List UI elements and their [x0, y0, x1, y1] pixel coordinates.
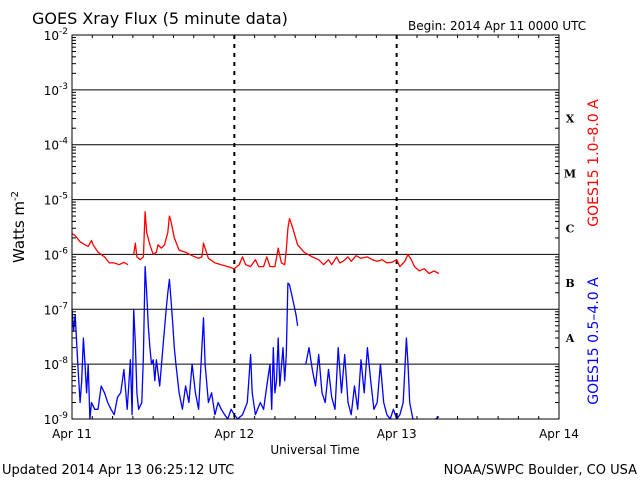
- footer-credit: NOAA/SWPC Boulder, CO USA: [444, 463, 637, 478]
- series-line-1: [305, 337, 415, 420]
- y-tick-label: 10-9: [44, 411, 69, 427]
- flare-class-m: M: [564, 167, 576, 180]
- flare-class-x: X: [566, 113, 575, 126]
- flare-class-labels: X M C B A: [564, 113, 576, 345]
- x-tick-label: Apr 13: [377, 427, 417, 441]
- y-tick-label: 10-7: [44, 301, 68, 317]
- series-line-1: [71, 265, 299, 420]
- y-tick-label: 10-5: [44, 192, 68, 208]
- footer-updated: Updated 2014 Apr 13 06:25:12 UTC: [2, 463, 234, 478]
- x-axis-title: Universal Time: [270, 443, 359, 457]
- flare-class-b: B: [565, 277, 574, 290]
- series-legend-long: GOES15 1.0–8.0 A: [586, 99, 602, 227]
- y-axis-title: Watts m-2: [10, 191, 28, 263]
- y-axis: 10-2 10-3 10-4 10-5 10-6 10-7 10-8 10-9: [44, 27, 559, 427]
- y-tick-label: 10-2: [44, 27, 68, 43]
- series-line-0: [133, 211, 440, 275]
- x-tick-label: Apr 12: [214, 427, 254, 441]
- x-tick-label: Apr 11: [52, 427, 92, 441]
- y-tick-label: 10-4: [44, 137, 69, 153]
- chart-title: GOES Xray Flux (5 minute data): [32, 9, 288, 28]
- flare-class-c: C: [566, 222, 575, 235]
- flare-class-a: A: [565, 332, 575, 345]
- begin-label: Begin: 2014 Apr 11 0000 UTC: [408, 19, 586, 33]
- y-tick-label: 10-3: [44, 82, 68, 98]
- x-axis: Apr 11 Apr 12 Apr 13 Apr 14: [52, 35, 579, 441]
- series-legend-short: GOES15 0.5–4.0 A: [586, 277, 602, 405]
- y-tick-label: 10-6: [44, 246, 69, 262]
- y-tick-label: 10-8: [44, 356, 69, 372]
- x-tick-label: Apr 14: [539, 427, 579, 441]
- series-line-0: [71, 233, 129, 266]
- data-series: [71, 211, 440, 420]
